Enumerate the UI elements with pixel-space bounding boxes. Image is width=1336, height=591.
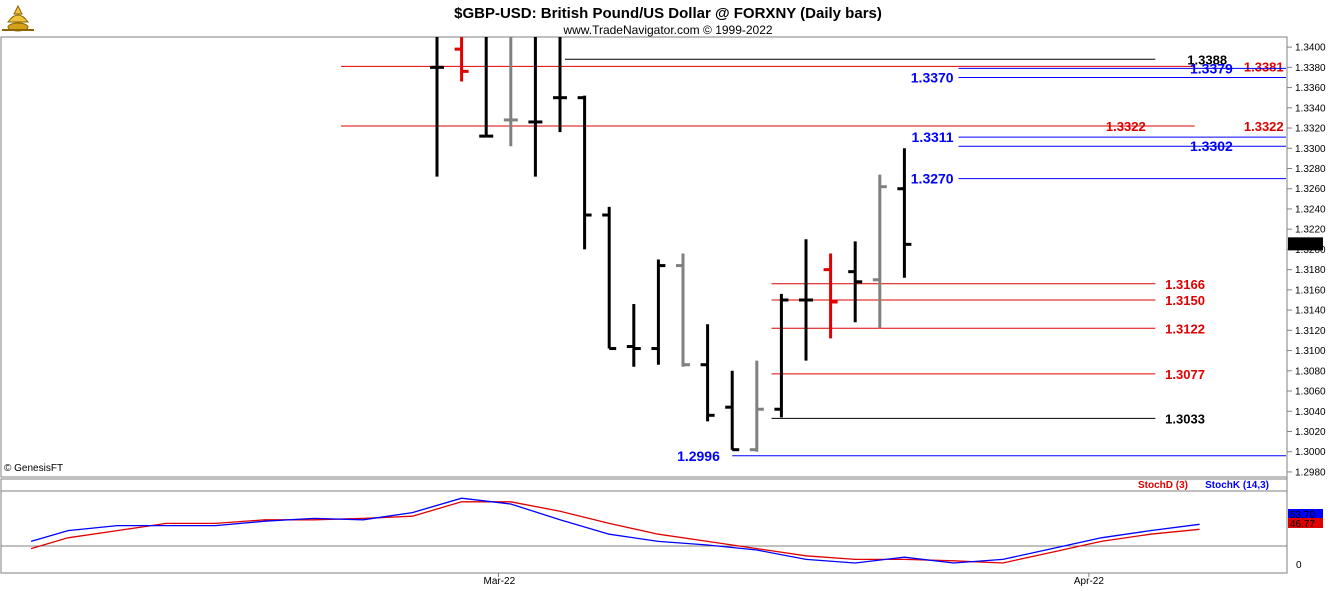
ohlc-bars xyxy=(430,37,912,452)
price-tick-label: 1.3360 xyxy=(1295,83,1326,94)
date-label: Mar-22 xyxy=(484,576,516,587)
level-label: 1.3270 xyxy=(911,171,954,187)
stochk-line xyxy=(30,497,1200,564)
price-tick-label: 1.3000 xyxy=(1295,447,1326,458)
price-tick-label: 1.3260 xyxy=(1295,184,1326,195)
level-label: 1.3381 xyxy=(1244,59,1284,74)
stoch-last-values: 53.70 46.77 xyxy=(1288,509,1323,530)
price-tick-label: 1.3200 xyxy=(1295,245,1326,256)
date-axis-labels: Mar-22 Apr-22 xyxy=(484,573,1104,587)
level-label: 1.3302 xyxy=(1190,138,1233,154)
price-tick-label: 1.3400 xyxy=(1295,43,1326,54)
last-price-tag: 1.3205 xyxy=(1288,237,1323,251)
price-tick-label: 1.3120 xyxy=(1295,326,1326,337)
price-panel xyxy=(0,36,1288,478)
level-label: 1.3379 xyxy=(1190,60,1233,76)
level-label: 1.3311 xyxy=(912,129,954,145)
price-tick-label: 1.3080 xyxy=(1295,366,1326,377)
level-label: 1.3388 xyxy=(1187,52,1227,67)
level-ghost-label: 1.3322 xyxy=(1106,119,1146,134)
level-label: 1.3370 xyxy=(911,69,954,85)
price-tick-label: 1.2980 xyxy=(1295,467,1326,478)
level-label: 1.3077 xyxy=(1165,367,1205,382)
price-tick-label: 1.3240 xyxy=(1295,204,1326,215)
price-tick-label: 1.3020 xyxy=(1295,427,1326,438)
price-tick-label: 1.3280 xyxy=(1295,164,1326,175)
price-tick-label: 1.3180 xyxy=(1295,265,1326,276)
stochk-last-value: 53.70 xyxy=(1290,510,1315,521)
level-label: 1.3033 xyxy=(1165,411,1205,426)
price-levels: 1.3388 1.3381 1.3379 1.3370 1.3322 1.3322 1.33… xyxy=(341,52,1286,464)
last-price-label: 1.3205 xyxy=(1290,240,1321,251)
legend-stochk: StochK (14,3) xyxy=(1205,480,1269,491)
date-label: Apr-22 xyxy=(1074,576,1104,587)
price-tick-label: 1.3320 xyxy=(1295,124,1326,135)
chart-subtitle: www.TradeNavigator.com © 1999-2022 xyxy=(562,23,772,37)
credit-label: © GenesisFT xyxy=(4,463,63,474)
level-label: 1.3322 xyxy=(1244,119,1284,134)
price-axis-ticks: 1.3400 1.3380 1.3360 1.3340 1.3320 1.3300 1.32… xyxy=(1287,43,1326,478)
price-tick-label: 1.3300 xyxy=(1295,144,1326,155)
price-tick-label: 1.3060 xyxy=(1295,387,1326,398)
level-label: 1.3122 xyxy=(1165,321,1205,336)
chart-title: $GBP-USD: British Pound/US Dollar @ FORX… xyxy=(454,5,882,22)
price-tick-label: 1.3040 xyxy=(1295,407,1326,418)
price-tick-label: 1.3140 xyxy=(1295,306,1326,317)
stochd-last-value: 46.77 xyxy=(1290,519,1315,530)
price-tick-label: 1.3340 xyxy=(1295,103,1326,114)
stochd-line xyxy=(30,501,1200,564)
price-tick-label: 1.3220 xyxy=(1295,225,1326,236)
legend-stochd: StochD (3) xyxy=(1138,480,1188,491)
stoch-zero-tick: 0 xyxy=(1296,560,1302,571)
price-tick-label: 1.3160 xyxy=(1295,285,1326,296)
stochastic-lines xyxy=(30,497,1200,564)
price-tick-label: 1.3380 xyxy=(1295,63,1326,74)
genie-lamp-logo xyxy=(2,4,34,32)
price-tick-label: 1.3100 xyxy=(1295,346,1326,357)
level-label: 1.3150 xyxy=(1165,293,1205,308)
level-label: 1.3166 xyxy=(1165,277,1205,292)
level-label: 1.2996 xyxy=(677,448,720,464)
